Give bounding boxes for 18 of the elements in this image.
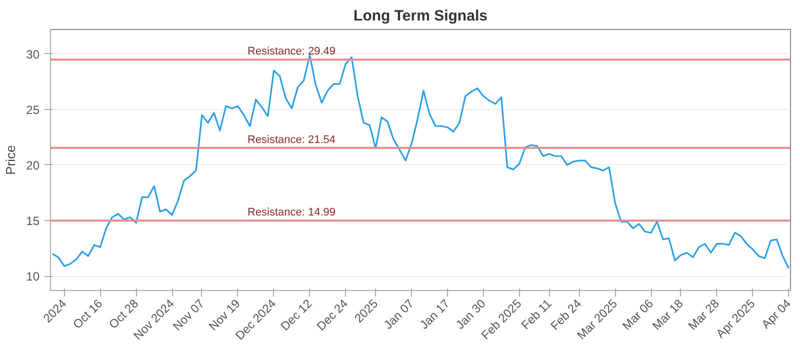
- y-axis-title: Price: [3, 145, 18, 175]
- ref-line-label: Resistance: 21.54: [247, 134, 336, 146]
- y-tick-label: 15: [26, 214, 40, 228]
- x-tick-label: Oct 28: [106, 296, 142, 332]
- y-tick-label: 30: [26, 47, 40, 62]
- x-tick-label: Jan 07: [381, 296, 417, 332]
- x-tick-label: Apr 04: [758, 296, 794, 332]
- y-tick-label: 20: [26, 158, 40, 172]
- y-tick-label: 10: [26, 270, 40, 284]
- ref-line-label: Resistance: 14.99: [247, 206, 336, 219]
- x-tick-label: Dec 12: [278, 296, 315, 334]
- chart-title: Long Term Signals: [354, 8, 488, 24]
- x-tick-label: Dec 24: [314, 296, 351, 334]
- ref-line-label: Resistance: 29.49: [247, 46, 336, 58]
- x-tick-label: Jan 17: [417, 296, 453, 332]
- line-series: [51, 54, 790, 270]
- y-tick-label: 25: [26, 102, 40, 117]
- x-tick-label: Oct 16: [70, 296, 106, 332]
